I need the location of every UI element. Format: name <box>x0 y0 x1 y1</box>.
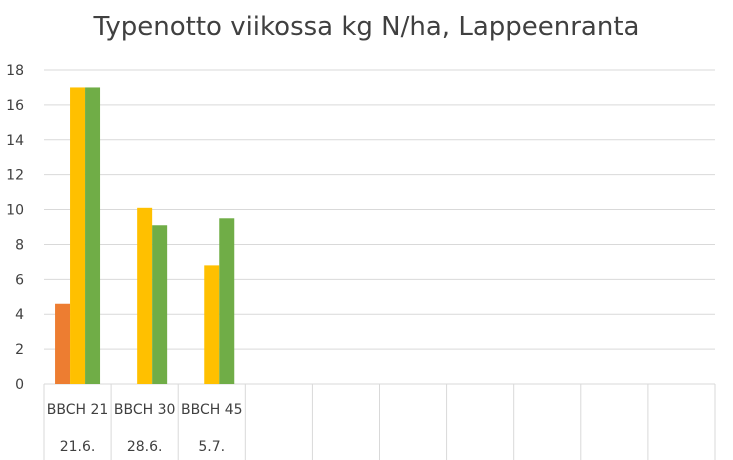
y-tick-label: 0 <box>15 377 24 393</box>
y-tick-label: 12 <box>6 168 24 184</box>
bar <box>152 225 168 384</box>
y-tick-label: 4 <box>15 307 24 323</box>
y-tick-label: 16 <box>6 98 24 114</box>
bar <box>55 303 71 384</box>
y-tick-label: 2 <box>15 342 24 358</box>
bar <box>70 87 86 384</box>
bar <box>204 265 220 384</box>
category-date-label: 28.6. <box>127 439 163 455</box>
y-tick-label: 14 <box>6 133 24 149</box>
category-stage-label: BBCH 45 <box>181 402 243 418</box>
bar <box>137 207 153 384</box>
y-tick-label: 8 <box>15 237 24 253</box>
y-tick-label: 6 <box>15 272 24 288</box>
category-stage-label: BBCH 21 <box>47 402 109 418</box>
bar <box>219 218 235 384</box>
y-tick-label: 18 <box>6 63 24 79</box>
y-tick-label: 10 <box>6 203 24 219</box>
chart-title: Typenotto viikossa kg N/ha, Lappeenranta <box>93 12 640 42</box>
category-stage-label: BBCH 30 <box>114 402 176 418</box>
category-date-label: 21.6. <box>60 439 96 455</box>
category-date-label: 5.7. <box>198 439 225 455</box>
bar <box>85 87 101 384</box>
